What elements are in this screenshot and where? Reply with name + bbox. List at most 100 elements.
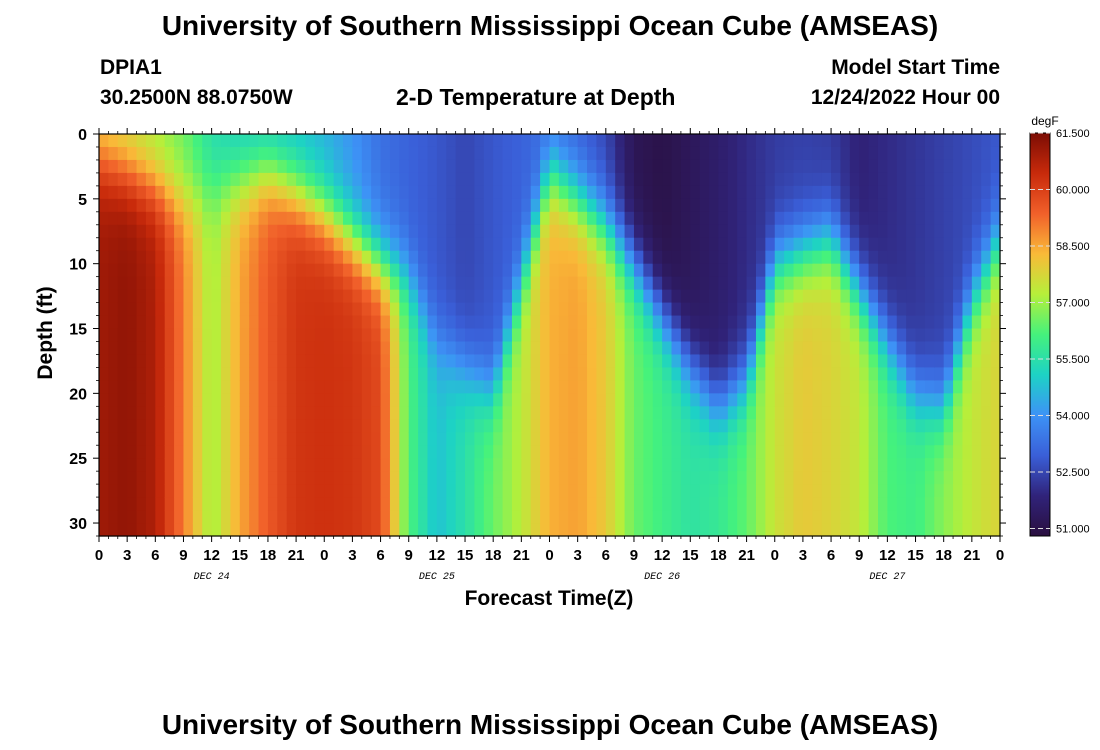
heatmap-cell (389, 458, 400, 472)
heatmap-cell (849, 146, 860, 161)
heatmap-cell (389, 419, 400, 433)
x-tick-label: 6 (827, 547, 835, 564)
heatmap-cell (953, 445, 964, 459)
heatmap-cell (277, 484, 288, 498)
heatmap-cell (99, 159, 109, 174)
heatmap-cell (324, 198, 335, 213)
heatmap-cell (117, 419, 128, 433)
heatmap-cell (558, 367, 569, 381)
heatmap-cell (615, 263, 626, 278)
heatmap-cell (145, 354, 156, 369)
heatmap-cell (784, 185, 795, 200)
heatmap-cell (662, 510, 673, 524)
heatmap-cell (277, 224, 288, 239)
heatmap-cell (483, 289, 494, 304)
heatmap-cell (699, 289, 710, 304)
heatmap-cell (821, 445, 832, 459)
heatmap-cell (296, 237, 307, 252)
heatmap-cell (296, 341, 307, 356)
heatmap-cell (643, 393, 654, 407)
heatmap-cell (343, 406, 354, 420)
heatmap-cell (493, 289, 504, 304)
heatmap-cell (530, 237, 541, 252)
heatmap-cell (680, 497, 691, 511)
heatmap-cell (680, 289, 691, 304)
heatmap-cell (371, 185, 382, 200)
heatmap-cell (868, 237, 879, 252)
heatmap-cell (709, 276, 720, 291)
heatmap-cell (577, 263, 588, 278)
heatmap-cell (577, 198, 588, 213)
heatmap-cell (887, 445, 898, 459)
heatmap-cell (117, 471, 128, 485)
heatmap-cell (540, 237, 551, 252)
heatmap-cell (680, 484, 691, 498)
heatmap-cell (511, 211, 522, 226)
heatmap-cell (389, 471, 400, 485)
heatmap-cell (221, 250, 231, 265)
heatmap-cell (145, 523, 156, 537)
heatmap-cell (117, 172, 128, 187)
heatmap-cell (324, 224, 335, 239)
heatmap-cell (483, 523, 494, 537)
heatmap-cell (802, 458, 813, 472)
heatmap-cell (981, 432, 992, 446)
heatmap-cell (418, 341, 429, 356)
heatmap-cell (164, 393, 175, 407)
heatmap-cell (924, 159, 935, 174)
heatmap-cell (418, 458, 429, 472)
heatmap-cell (474, 250, 485, 265)
heatmap-cell (737, 159, 748, 174)
heatmap-cell (314, 497, 325, 511)
heatmap-cell (408, 510, 419, 524)
heatmap-cell (324, 419, 335, 433)
heatmap-cell (277, 289, 288, 304)
heatmap-cell (108, 523, 119, 537)
heatmap-cell (465, 341, 476, 356)
heatmap-cell (934, 432, 945, 446)
heatmap-cell (737, 406, 748, 420)
heatmap-cell (765, 315, 776, 330)
heatmap-cell (399, 302, 410, 317)
heatmap-cell (361, 380, 372, 394)
heatmap-cell (680, 211, 691, 226)
heatmap-cell (267, 172, 278, 187)
heatmap-cell (558, 380, 569, 394)
heatmap-cell (915, 315, 926, 330)
heatmap-cell (418, 523, 429, 537)
heatmap-cell (174, 432, 185, 446)
heatmap-cell (896, 419, 907, 433)
heatmap-cell (943, 172, 954, 187)
heatmap-cell (164, 302, 175, 317)
heatmap-cell (718, 289, 729, 304)
heatmap-cell (699, 224, 710, 239)
heatmap-cell (877, 172, 888, 187)
heatmap-cell (371, 458, 382, 472)
heatmap-cell (99, 211, 109, 226)
heatmap-cell (737, 354, 748, 369)
heatmap-cell (174, 198, 185, 213)
heatmap-cell (202, 406, 213, 420)
heatmap-cell (643, 159, 654, 174)
heatmap-cell (530, 328, 541, 343)
heatmap-cell (399, 458, 410, 472)
heatmap-cell (765, 224, 776, 239)
heatmap-cell (474, 471, 485, 485)
heatmap-cell (981, 497, 992, 511)
heatmap-cell (587, 250, 598, 265)
heatmap-cell (361, 419, 372, 433)
heatmap-cell (605, 185, 616, 200)
x-axis-label: Forecast Time(Z) (465, 587, 634, 610)
heatmap-cell (896, 276, 907, 291)
heatmap-cell (305, 406, 316, 420)
heatmap-cell (906, 159, 917, 174)
heatmap-cell (267, 289, 278, 304)
heatmap-cell (605, 237, 616, 252)
heatmap-cell (596, 224, 607, 239)
heatmap-cell (418, 367, 429, 381)
heatmap-cell (117, 393, 128, 407)
heatmap-cell (258, 263, 269, 278)
heatmap-cell (145, 380, 156, 394)
heatmap-cell (793, 302, 804, 317)
heatmap-cell (446, 419, 457, 433)
